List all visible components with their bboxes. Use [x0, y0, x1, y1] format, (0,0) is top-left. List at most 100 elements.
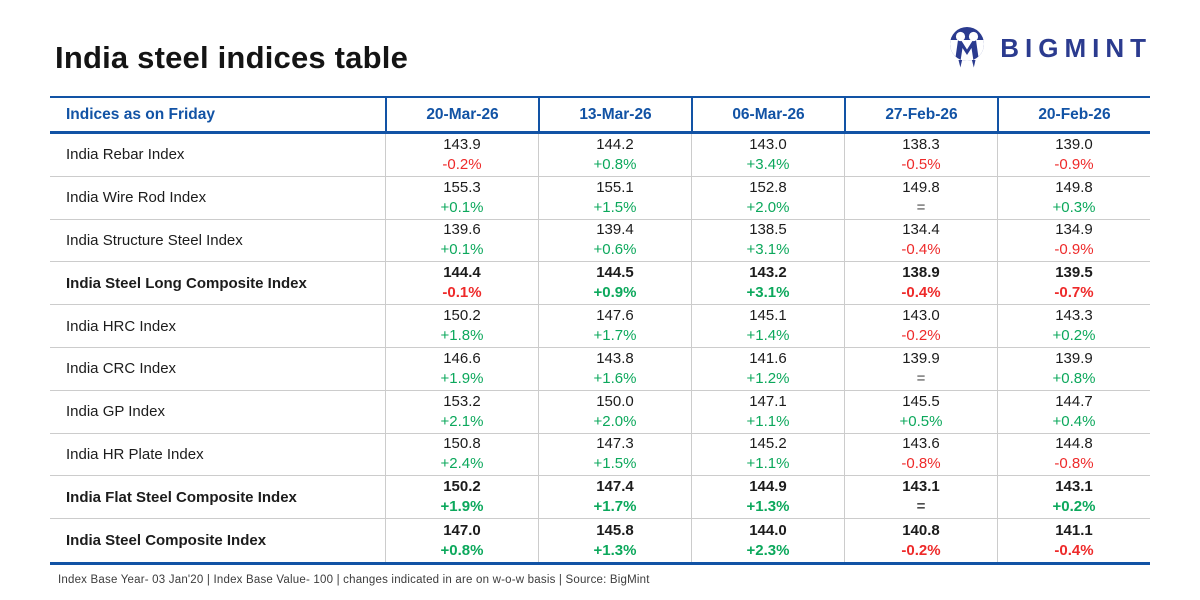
index-value: 134.9 [1055, 221, 1093, 239]
index-value: 140.8 [902, 521, 940, 539]
index-change: +0.2% [1052, 327, 1096, 345]
index-change: +0.4% [1052, 412, 1096, 430]
index-change: -0.2% [442, 155, 482, 173]
index-change: +1.5% [593, 198, 637, 216]
index-change: +0.1% [440, 241, 484, 259]
table-row: India HRC Index 150.2 +1.8% 147.6 +1.7% 145.1… [50, 305, 1150, 348]
index-value: 145.1 [749, 307, 787, 325]
index-value: 144.7 [1055, 392, 1093, 410]
table-row: India Flat Steel Composite Index 150.2 +1.… [50, 476, 1150, 520]
index-value: 143.3 [1055, 307, 1093, 325]
index-change: -0.2% [901, 327, 941, 345]
index-cell: 143.3 +0.2% [997, 305, 1150, 347]
index-value: 139.4 [596, 221, 634, 239]
index-cell: 146.6 +1.9% [385, 347, 538, 390]
index-change: +0.5% [899, 412, 943, 430]
index-cell: 150.8 +2.4% [385, 433, 538, 476]
table-row: India GP Index 153.2 +2.1% 150.0 +2.0% 147.1 +… [50, 390, 1150, 434]
index-cell: 144.0 +2.3% [691, 519, 844, 562]
index-value: 147.6 [596, 307, 634, 325]
bigmint-logo: BIGMINT [944, 24, 1152, 72]
index-name: India CRC Index [66, 360, 177, 378]
index-value: 145.8 [596, 521, 634, 539]
indices-table: Indices as on Friday 20-Mar-26 13-Mar-26 06… [50, 96, 1150, 565]
index-change: +3.4% [746, 155, 790, 173]
index-value: 150.0 [596, 392, 634, 410]
index-value: 150.8 [443, 435, 481, 453]
index-cell: 150.2 +1.8% [385, 305, 538, 347]
index-change: +1.3% [593, 541, 637, 559]
index-value: 146.6 [443, 349, 481, 367]
index-cell: 134.4 -0.4% [844, 219, 997, 262]
index-change: -0.4% [1054, 541, 1094, 559]
index-cell: 149.8 +0.3% [997, 176, 1150, 219]
index-cell: 144.8 -0.8% [997, 433, 1150, 476]
index-cell: 145.1 +1.4% [691, 305, 844, 347]
index-cell: 144.4 -0.1% [385, 262, 538, 305]
index-change: +1.9% [440, 498, 484, 516]
index-cell: 134.9 -0.9% [997, 219, 1150, 262]
index-value: 143.1 [902, 478, 940, 496]
index-name: India Steel Composite Index [66, 532, 267, 550]
index-cell: 143.8 +1.6% [538, 347, 691, 390]
index-change: +1.4% [746, 327, 790, 345]
index-value: 155.1 [596, 178, 634, 196]
index-cell: 138.5 +3.1% [691, 219, 844, 262]
index-cell: 138.9 -0.4% [844, 262, 997, 305]
index-value: 144.5 [596, 264, 634, 282]
index-cell: 139.0 -0.9% [997, 134, 1150, 176]
index-value: 139.0 [1055, 135, 1093, 153]
table-row: India Steel Long Composite Index 144.4 -0.… [50, 262, 1150, 306]
table-row: India CRC Index 146.6 +1.9% 143.8 +1.6% 141.6… [50, 347, 1150, 391]
index-value: 147.0 [443, 521, 481, 539]
index-value: 138.9 [902, 264, 940, 282]
index-value: 134.4 [902, 221, 940, 239]
table-header-row: Indices as on Friday 20-Mar-26 13-Mar-26 06… [50, 96, 1150, 134]
index-change: +0.1% [440, 198, 484, 216]
index-name: India Flat Steel Composite Index [66, 488, 297, 506]
index-value: 144.8 [1055, 435, 1093, 453]
index-cell: 149.8 = [844, 176, 997, 219]
index-value: 143.0 [902, 307, 940, 325]
index-cell: 139.9 = [844, 347, 997, 390]
index-cell: 147.4 +1.7% [538, 476, 691, 519]
index-cell: 141.6 +1.2% [691, 347, 844, 390]
page-title: India steel indices table [55, 40, 409, 75]
index-name: India Rebar Index [66, 146, 185, 164]
index-cell: 145.5 +0.5% [844, 390, 997, 433]
index-value: 141.1 [1055, 521, 1093, 539]
index-cell: 139.6 +0.1% [385, 219, 538, 262]
index-cell: 145.8 +1.3% [538, 519, 691, 562]
index-cell: 155.3 +0.1% [385, 176, 538, 219]
index-cell: 144.5 +0.9% [538, 262, 691, 305]
index-change: +0.6% [593, 241, 637, 259]
index-value: 153.2 [443, 392, 481, 410]
index-change: +1.2% [746, 369, 790, 387]
index-value: 143.0 [749, 135, 787, 153]
index-cell: 147.3 +1.5% [538, 433, 691, 476]
index-cell: 139.9 +0.8% [997, 347, 1150, 390]
index-value: 152.8 [749, 178, 787, 196]
header-cell-date: 06-Mar-26 [691, 98, 844, 131]
index-value: 150.2 [443, 478, 481, 496]
index-change: +2.0% [746, 198, 790, 216]
index-cell: 150.2 +1.9% [385, 476, 538, 519]
index-change: +1.5% [593, 455, 637, 473]
index-cell: 143.0 +3.4% [691, 134, 844, 176]
table-row: India Structure Steel Index 139.6 +0.1% 139… [50, 219, 1150, 263]
index-cell: 153.2 +2.1% [385, 390, 538, 433]
index-change: +1.1% [746, 412, 790, 430]
table-body: India Rebar Index 143.9 -0.2% 144.2 +0.8% 143… [50, 134, 1150, 565]
index-cell: 147.0 +0.8% [385, 519, 538, 562]
index-value: 144.0 [749, 521, 787, 539]
index-value: 139.9 [902, 349, 940, 367]
index-change: +2.3% [746, 541, 790, 559]
index-cell: 143.1 = [844, 476, 997, 519]
table-row: India Wire Rod Index 155.3 +0.1% 155.1 +1.5%… [50, 176, 1150, 220]
index-change: +0.8% [440, 541, 484, 559]
index-cell: 143.1 +0.2% [997, 476, 1150, 519]
index-value: 141.6 [749, 349, 787, 367]
index-cell: 143.6 -0.8% [844, 433, 997, 476]
index-change: -0.9% [1054, 155, 1094, 173]
index-value: 147.1 [749, 392, 787, 410]
